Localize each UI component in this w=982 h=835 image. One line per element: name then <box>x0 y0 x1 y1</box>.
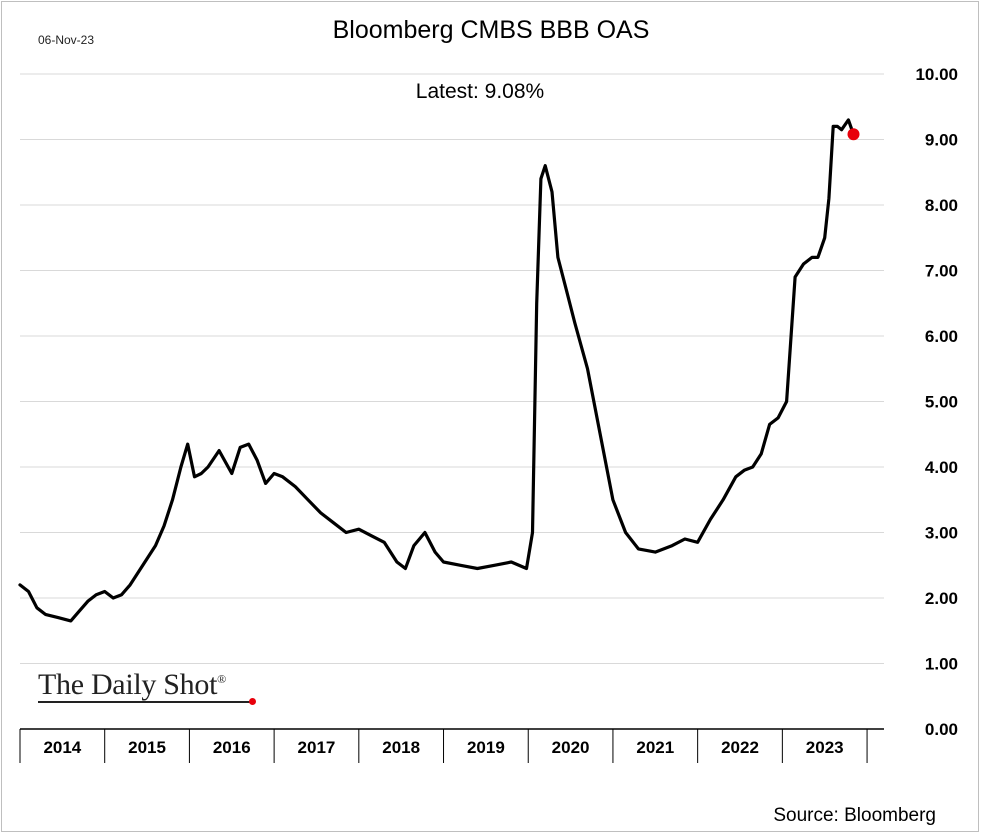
y-tick-label: 0.00 <box>925 720 958 739</box>
x-tick-label: 2014 <box>43 738 81 757</box>
x-tick-label: 2018 <box>382 738 420 757</box>
x-tick-label: 2021 <box>636 738 674 757</box>
latest-value-marker <box>847 128 860 141</box>
series-layer <box>18 118 860 623</box>
x-tick-label: 2023 <box>806 738 844 757</box>
x-axis <box>19 728 884 763</box>
y-tick-label: 9.00 <box>925 131 958 150</box>
gridlines <box>20 73 884 664</box>
chart-date: 06-Nov-23 <box>38 33 95 47</box>
source-label: Source: Bloomberg <box>773 805 936 826</box>
brand-name: The Daily Shot <box>38 668 218 701</box>
brand-logo: The Daily Shot® <box>38 668 226 702</box>
series-line <box>18 118 856 623</box>
x-tick-label: 2019 <box>467 738 505 757</box>
x-tick-label: 2016 <box>213 738 251 757</box>
y-axis-tick-labels: 0.00 1.00 2.00 3.00 4.00 5.00 6.00 7.00 8.00 9.00… <box>915 65 958 739</box>
latest-value-label: Latest: 9.08% <box>415 80 545 103</box>
y-tick-label: 5.00 <box>925 393 958 412</box>
y-tick-label: 2.00 <box>925 589 958 608</box>
y-tick-label: 1.00 <box>925 655 958 674</box>
y-tick-label: 4.00 <box>925 458 958 477</box>
x-tick-label: 2022 <box>721 738 759 757</box>
y-tick-label: 8.00 <box>925 196 958 215</box>
x-tick-label: 2017 <box>298 738 336 757</box>
brand-underline <box>38 701 250 703</box>
y-tick-label: 10.00 <box>915 65 958 84</box>
brand-registered-mark: ® <box>217 672 226 686</box>
x-tick-label: 2015 <box>128 738 166 757</box>
y-tick-label: 7.00 <box>925 262 958 281</box>
y-tick-label: 6.00 <box>925 327 958 346</box>
x-axis-tick-labels: 2014 2015 2016 2017 2018 2019 2020 2021 2022 2023 <box>43 738 843 757</box>
y-tick-label: 3.00 <box>925 524 958 543</box>
chart-title: Bloomberg CMBS BBB OAS <box>332 16 650 44</box>
brand-red-dot <box>249 698 256 705</box>
x-tick-label: 2020 <box>552 738 590 757</box>
